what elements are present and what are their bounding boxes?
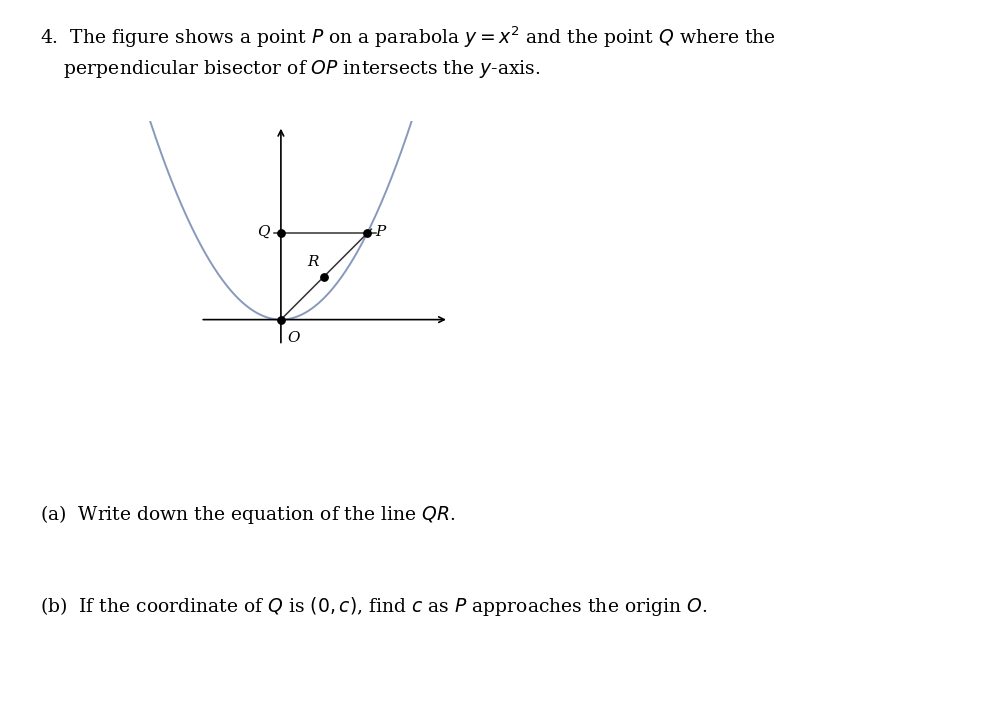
Text: (b)  If the coordinate of $Q$ is $(0, c)$, find $c$ as $P$ approaches the origin: (b) If the coordinate of $Q$ is $(0, c)$… — [40, 595, 707, 618]
Text: P: P — [375, 225, 385, 239]
Point — [273, 314, 289, 325]
Point — [316, 271, 332, 282]
Point — [360, 228, 375, 239]
Text: 4.  The figure shows a point $P$ on a parabola $y = x^2$ and the point $Q$ where: 4. The figure shows a point $P$ on a par… — [40, 25, 776, 50]
Text: perpendicular bisector of $OP$ intersects the $y$-axis.: perpendicular bisector of $OP$ intersect… — [40, 58, 541, 80]
Text: Q: Q — [257, 225, 270, 239]
Point — [273, 228, 289, 239]
Text: O: O — [287, 331, 300, 345]
Text: (a)  Write down the equation of the line $QR$.: (a) Write down the equation of the line … — [40, 503, 455, 527]
Text: R: R — [308, 255, 319, 269]
